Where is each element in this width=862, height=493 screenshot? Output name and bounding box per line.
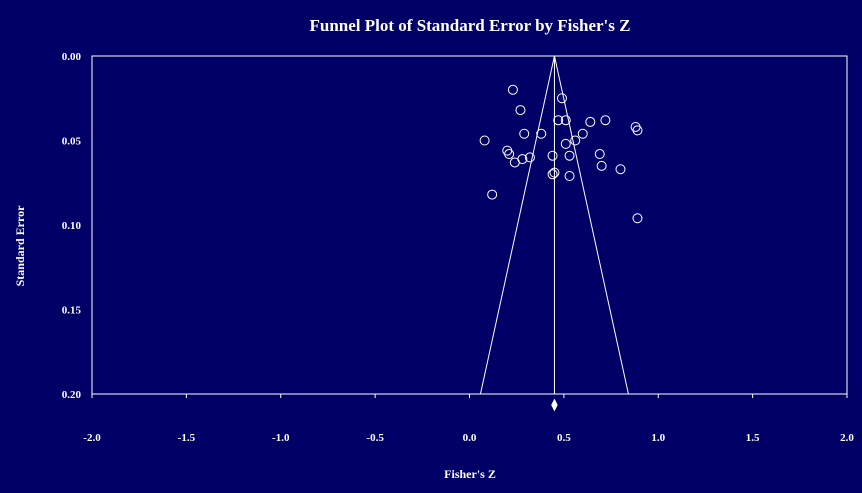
x-tick-label: -2.0 xyxy=(83,432,101,444)
x-tick-label: -0.5 xyxy=(366,432,384,444)
x-tick-label: -1.0 xyxy=(272,432,290,444)
data-point xyxy=(560,115,571,126)
data-point xyxy=(553,115,564,126)
x-axis-title: Fisher's Z xyxy=(444,467,496,481)
y-tick-label: 0.00 xyxy=(62,51,82,63)
data-point xyxy=(524,152,535,163)
chart-title: Funnel Plot of Standard Error by Fisher'… xyxy=(310,16,631,35)
y-tick-label: 0.20 xyxy=(62,389,82,401)
data-point xyxy=(564,170,575,181)
data-point xyxy=(509,157,520,168)
data-point xyxy=(479,135,490,146)
data-point xyxy=(504,149,515,160)
y-tick-label: 0.10 xyxy=(62,220,82,232)
summary-diamond xyxy=(551,398,558,412)
data-point xyxy=(594,149,605,160)
data-point xyxy=(536,128,547,139)
y-tick-label: 0.15 xyxy=(62,305,82,317)
data-point xyxy=(502,145,513,156)
x-tick-label: 1.0 xyxy=(651,432,665,444)
data-point xyxy=(632,213,643,224)
data-point xyxy=(600,115,611,126)
data-point xyxy=(507,84,518,95)
funnel-left-line xyxy=(479,55,555,395)
data-point xyxy=(519,128,530,139)
data-point xyxy=(632,125,643,136)
plot-area-frame xyxy=(91,55,848,395)
data-point xyxy=(577,128,588,139)
y-axis-ticks: 0.00 0.05 0.10 0.15 0.20 xyxy=(62,51,82,401)
data-point xyxy=(630,121,641,132)
y-axis-title: Standard Error xyxy=(13,205,27,286)
x-tick-label: -1.5 xyxy=(178,432,196,444)
funnel-right-line xyxy=(553,55,629,395)
x-tick-label: 2.0 xyxy=(840,432,854,444)
data-point xyxy=(615,164,626,175)
data-point xyxy=(547,150,558,161)
data-point xyxy=(515,105,526,116)
data-point xyxy=(596,160,607,171)
x-axis-ticks: -2.0 -1.5 -1.0 -0.5 0.0 0.5 1.0 1.5 2.0 xyxy=(83,394,854,444)
funnel-layer xyxy=(479,55,629,395)
x-tick-label: 1.5 xyxy=(746,432,760,444)
data-point xyxy=(570,135,581,146)
y-tick-label: 0.05 xyxy=(62,136,82,148)
x-tick-label: 0.0 xyxy=(463,432,477,444)
data-point xyxy=(547,169,558,180)
data-point xyxy=(585,116,596,127)
data-point xyxy=(564,150,575,161)
data-point xyxy=(549,167,560,178)
data-point xyxy=(487,189,498,200)
data-points xyxy=(479,84,643,224)
x-tick-label: 0.5 xyxy=(557,432,571,444)
summary-effect-layer xyxy=(551,398,558,412)
data-point xyxy=(560,138,571,149)
data-point xyxy=(556,93,567,104)
